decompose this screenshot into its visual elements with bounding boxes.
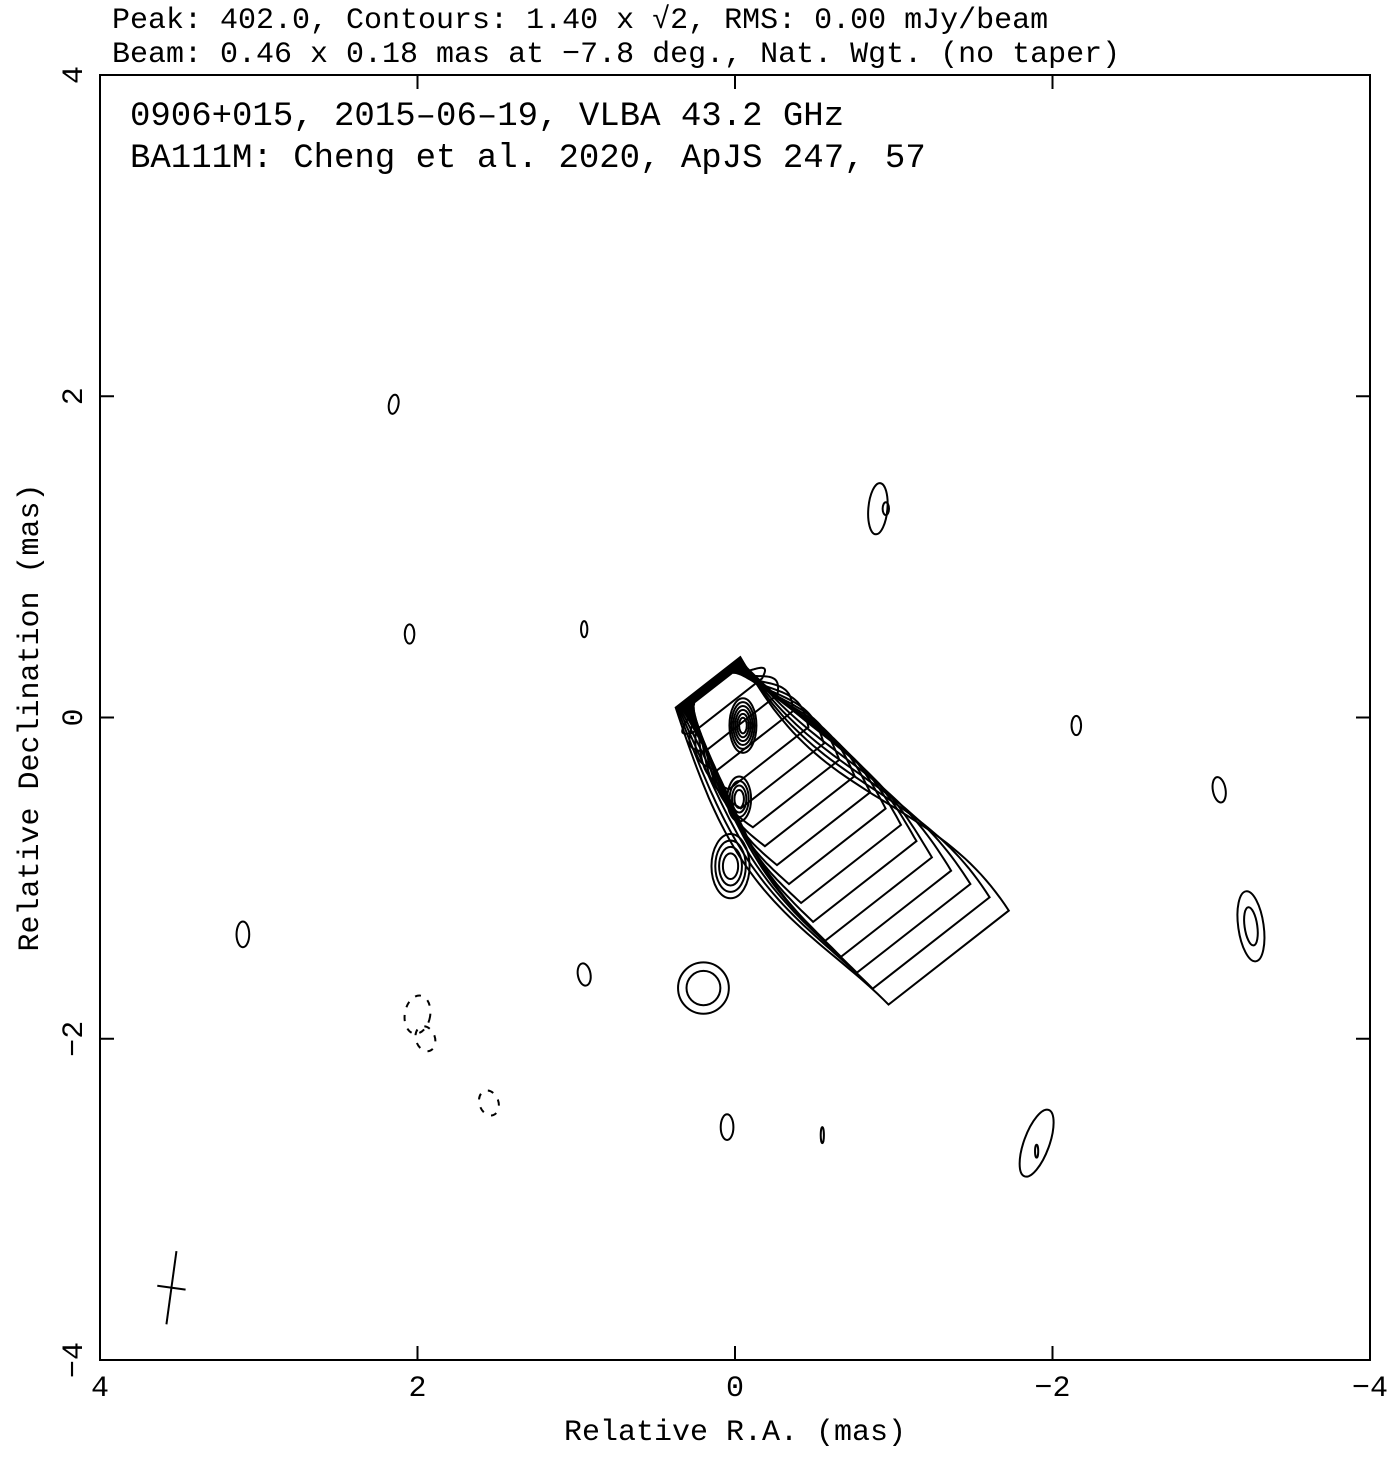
header-line-1: Beam: 0.46 x 0.18 mas at −7.8 deg., Nat.… — [112, 38, 1120, 72]
xtick-label: −4 — [1352, 1372, 1388, 1406]
inset-line-0: 0906+015, 2015‒06‒19, VLBA 43.2 GHz — [130, 98, 844, 136]
y-axis-label: Relative Declination (mas) — [14, 483, 48, 951]
ytick-label: 0 — [58, 708, 92, 726]
x-axis-label: Relative R.A. (mas) — [564, 1416, 906, 1450]
xtick-label: 0 — [726, 1372, 744, 1406]
ytick-label: −4 — [58, 1342, 92, 1378]
xtick-label: 4 — [91, 1372, 109, 1406]
ytick-label: 2 — [58, 387, 92, 405]
xtick-label: 2 — [408, 1372, 426, 1406]
xtick-label: −2 — [1034, 1372, 1070, 1406]
ytick-label: −2 — [58, 1021, 92, 1057]
ytick-label: 4 — [58, 66, 92, 84]
inset-line-1: BA111M: Cheng et al. 2020, ApJS 247, 57 — [130, 140, 926, 178]
header-line-0: Peak: 402.0, Contours: 1.40 x √2, RMS: 0… — [112, 4, 1048, 38]
contour-map-chart: Peak: 402.0, Contours: 1.40 x √2, RMS: 0… — [0, 0, 1394, 1472]
